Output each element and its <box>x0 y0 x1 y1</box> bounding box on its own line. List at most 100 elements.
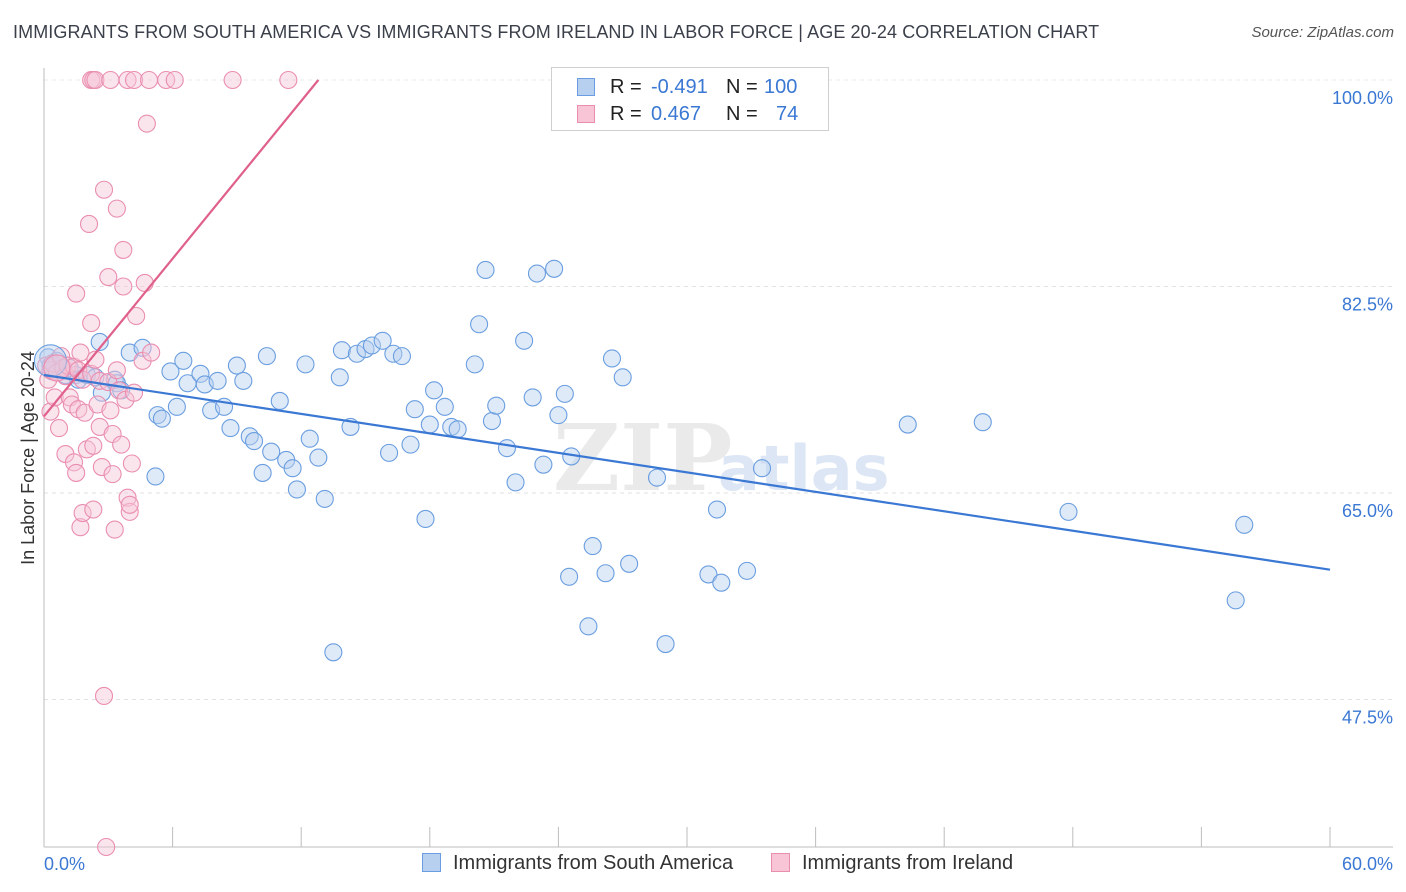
source-credit: Source: ZipAtlas.com <box>1251 24 1394 41</box>
ireland-point <box>137 114 156 133</box>
n-label: N = <box>726 103 758 125</box>
south-america-point <box>620 554 639 573</box>
south-america-point <box>300 429 319 448</box>
south-america-point <box>362 336 381 355</box>
legend-swatch-south-america <box>422 853 441 872</box>
south-america-point <box>324 643 343 662</box>
ireland-point <box>103 465 122 484</box>
legend-row-south-america: R = -0.491 N = 100 <box>552 73 828 103</box>
ireland-point <box>41 402 60 421</box>
ireland-point <box>114 277 133 296</box>
south-america-point <box>527 264 547 283</box>
south-america-point <box>401 435 420 454</box>
south-america-point <box>613 368 632 387</box>
grid-lines <box>44 79 1393 700</box>
south-america-point <box>482 411 502 431</box>
south-america-point <box>506 473 525 492</box>
south-america-point <box>287 480 306 499</box>
x-tick-label: 0.0% <box>44 854 85 874</box>
axes <box>43 68 1393 848</box>
ireland-point <box>139 70 159 90</box>
ireland-point <box>75 403 94 422</box>
south-america-point <box>90 332 109 352</box>
y-tick-label: 100.0% <box>1332 88 1393 108</box>
south-america-point <box>315 489 334 508</box>
ireland-point <box>279 70 298 90</box>
ireland-point <box>82 314 101 333</box>
south-america-point <box>1235 515 1254 534</box>
south-america-trend-line <box>43 373 1331 571</box>
ireland-point <box>105 520 124 539</box>
ireland-point <box>94 686 114 706</box>
south-america-point <box>737 561 757 580</box>
r-label: R = <box>610 103 642 125</box>
ireland-point <box>92 457 111 477</box>
south-america-point <box>221 419 240 438</box>
legend-label-south-america: Immigrants from South America <box>453 852 734 874</box>
south-america-point <box>470 315 489 334</box>
south-america-point <box>555 384 574 403</box>
south-america-point <box>515 331 534 350</box>
south-america-point <box>332 341 351 360</box>
south-america-point <box>560 567 579 586</box>
south-america-point <box>283 459 302 478</box>
legend-swatch-ireland <box>771 853 790 872</box>
south-america-point <box>420 415 439 434</box>
ireland-point <box>118 70 137 90</box>
south-america-point <box>253 463 272 482</box>
watermark-zip: ZIP <box>553 404 732 512</box>
south-america-point <box>523 388 542 407</box>
ireland-point <box>67 463 86 482</box>
south-america-point <box>146 467 165 486</box>
ireland-point <box>124 70 144 90</box>
ireland-point <box>79 214 99 234</box>
south-america-point <box>602 349 622 368</box>
series-legend-south-america: Immigrants from South America <box>422 852 733 875</box>
r-label: R = <box>610 76 642 98</box>
ireland-point <box>86 350 105 369</box>
watermark-atlas: atlas <box>718 432 889 505</box>
chart-title: IMMIGRANTS FROM SOUTH AMERICA VS IMMIGRA… <box>13 22 1100 42</box>
south-america-point <box>448 420 467 439</box>
ireland-point <box>112 435 131 454</box>
south-america-point <box>208 371 227 390</box>
south-america-point <box>656 634 675 654</box>
south-america-point <box>347 344 366 363</box>
south-america-point <box>534 455 553 474</box>
south-america-point <box>898 415 917 434</box>
south-america-point <box>234 371 253 390</box>
ireland-point <box>84 436 103 455</box>
legend-swatch-ireland <box>577 105 595 123</box>
ireland-point <box>120 502 139 521</box>
ireland-point <box>114 240 133 259</box>
south-america-point <box>596 564 615 583</box>
south-america-point <box>227 356 246 375</box>
ireland-point <box>97 837 116 857</box>
n-value: 74 <box>776 103 799 125</box>
ireland-point <box>101 70 120 90</box>
south-america-point <box>1226 591 1245 610</box>
ireland-point <box>223 70 242 90</box>
ireland-point <box>49 419 69 438</box>
ireland-point <box>120 495 139 514</box>
y-axis-label: In Labor Force | Age 20-24 <box>18 351 38 565</box>
south-america-point <box>545 259 564 278</box>
ireland-point <box>107 199 126 218</box>
y-tick-label: 47.5% <box>1342 708 1393 728</box>
ireland-point <box>135 273 154 293</box>
south-america-point <box>191 364 210 383</box>
south-america-point <box>647 468 667 487</box>
ireland-point <box>73 504 92 523</box>
ireland-point <box>45 388 64 407</box>
n-value: 100 <box>764 76 798 98</box>
ireland-point <box>165 70 184 90</box>
series-legend-ireland: Immigrants from Ireland <box>771 852 1013 875</box>
south-america-point <box>380 443 399 462</box>
south-america-point <box>167 397 186 416</box>
ireland-point <box>127 306 146 326</box>
south-america-point <box>579 617 598 636</box>
y-tick-label: 65.0% <box>1342 501 1393 521</box>
south-america-point <box>392 347 411 366</box>
south-america-point <box>373 331 392 350</box>
